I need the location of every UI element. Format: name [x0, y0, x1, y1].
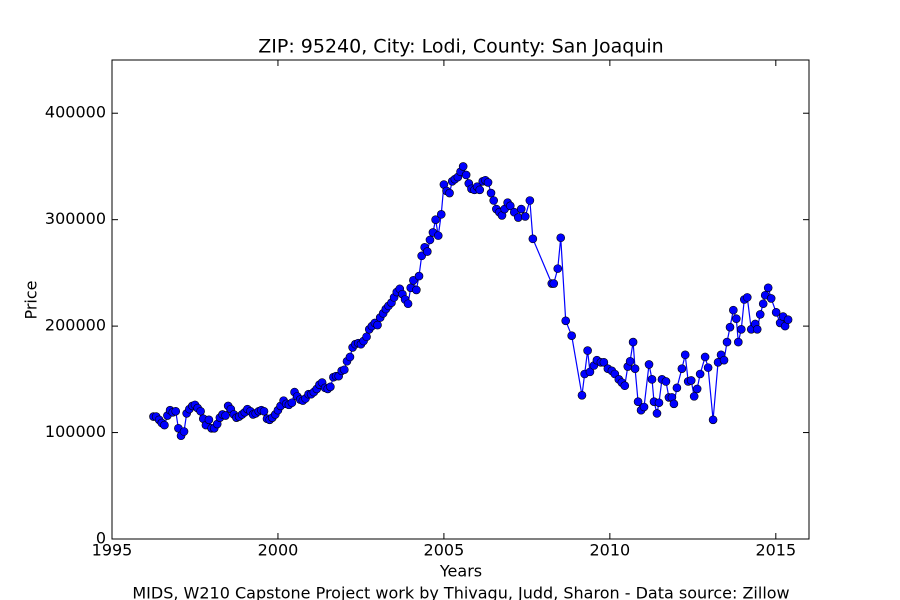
price-point	[561, 316, 571, 326]
x-tick-label: 2005	[424, 541, 465, 560]
price-point	[725, 322, 735, 332]
price-point	[259, 406, 269, 416]
price-point	[340, 365, 349, 375]
price-point	[669, 399, 679, 409]
price-point	[287, 398, 297, 408]
price-point	[689, 392, 699, 401]
price-point	[755, 310, 765, 319]
x-tick-label: 1995	[92, 541, 133, 560]
price-point	[425, 235, 435, 245]
price-point	[461, 170, 471, 180]
price-point	[686, 376, 696, 385]
price-point	[160, 420, 169, 430]
price-point	[403, 299, 413, 309]
price-point	[196, 406, 205, 416]
x-tick-label: 2000	[258, 541, 299, 560]
price-point	[505, 201, 515, 211]
y-tick-label: 400000	[45, 103, 106, 122]
price-point	[221, 411, 230, 420]
price-point	[445, 188, 454, 198]
price-point	[549, 279, 559, 288]
price-point	[567, 331, 576, 340]
price-point	[179, 427, 189, 436]
price-point	[695, 369, 705, 379]
price-point	[652, 409, 662, 418]
price-point	[525, 196, 535, 205]
price-point	[620, 381, 630, 391]
price-point	[736, 325, 746, 334]
price-point	[414, 271, 424, 281]
price-point	[630, 364, 640, 373]
price-point	[700, 352, 710, 362]
price-point	[204, 415, 214, 425]
price-point	[513, 213, 523, 222]
price-point	[633, 397, 643, 406]
price-point	[528, 234, 538, 244]
price-point	[729, 305, 738, 315]
price-point	[680, 350, 690, 360]
price-point	[458, 162, 468, 171]
footer: MIDS, W210 Capstone Project work by Thiv…	[132, 584, 789, 600]
price-point	[431, 215, 440, 224]
price-point	[520, 212, 530, 221]
price-point	[661, 377, 671, 386]
chart-title: ZIP: 95240, City: Lodi, County: San Joaq…	[258, 36, 663, 58]
price-point	[483, 178, 493, 187]
price-point	[639, 402, 649, 412]
price-point	[433, 231, 443, 240]
price-point	[326, 382, 335, 392]
price-point	[553, 264, 563, 273]
x-axis-label: Years	[439, 562, 482, 581]
price-point	[752, 325, 762, 334]
price-point	[412, 285, 421, 295]
y-tick-label: 200000	[45, 316, 106, 335]
price-point	[742, 293, 752, 302]
x-tick-label: 2015	[755, 541, 796, 560]
price-point	[732, 314, 741, 323]
y-tick-label: 0	[96, 529, 106, 548]
price-point	[644, 360, 654, 369]
plot-frame	[111, 59, 810, 540]
price-point	[625, 356, 635, 366]
price-point	[362, 332, 371, 342]
price-point	[585, 367, 595, 377]
price-point	[486, 188, 496, 198]
price-point	[647, 375, 657, 384]
price-point	[373, 320, 382, 330]
price-point	[436, 210, 446, 219]
price-point	[766, 294, 776, 303]
price-point	[577, 390, 587, 400]
price-point	[654, 398, 664, 408]
price-point	[703, 363, 713, 372]
price-point	[556, 233, 566, 243]
price-point	[489, 196, 498, 205]
y-axis-label: Price	[22, 280, 41, 319]
price-point	[583, 346, 592, 355]
price-point	[345, 352, 355, 362]
price-point	[171, 406, 181, 416]
y-tick-label: 100000	[45, 422, 106, 441]
y-tick-label: 300000	[45, 209, 106, 228]
price-point	[783, 315, 793, 325]
price-point	[692, 384, 702, 394]
price-point	[708, 415, 718, 425]
x-tick-label: 2010	[589, 541, 630, 560]
price-point	[771, 307, 781, 317]
price-point	[734, 337, 743, 347]
price-point	[719, 355, 729, 365]
price-point	[758, 299, 768, 309]
price-point	[763, 283, 773, 293]
price-point	[722, 337, 732, 347]
price-point	[677, 364, 687, 373]
price-point	[516, 204, 526, 214]
price-point	[628, 337, 638, 347]
price-point	[475, 185, 485, 195]
price-point	[672, 383, 682, 393]
price-point	[599, 358, 609, 367]
price-point	[423, 247, 432, 256]
